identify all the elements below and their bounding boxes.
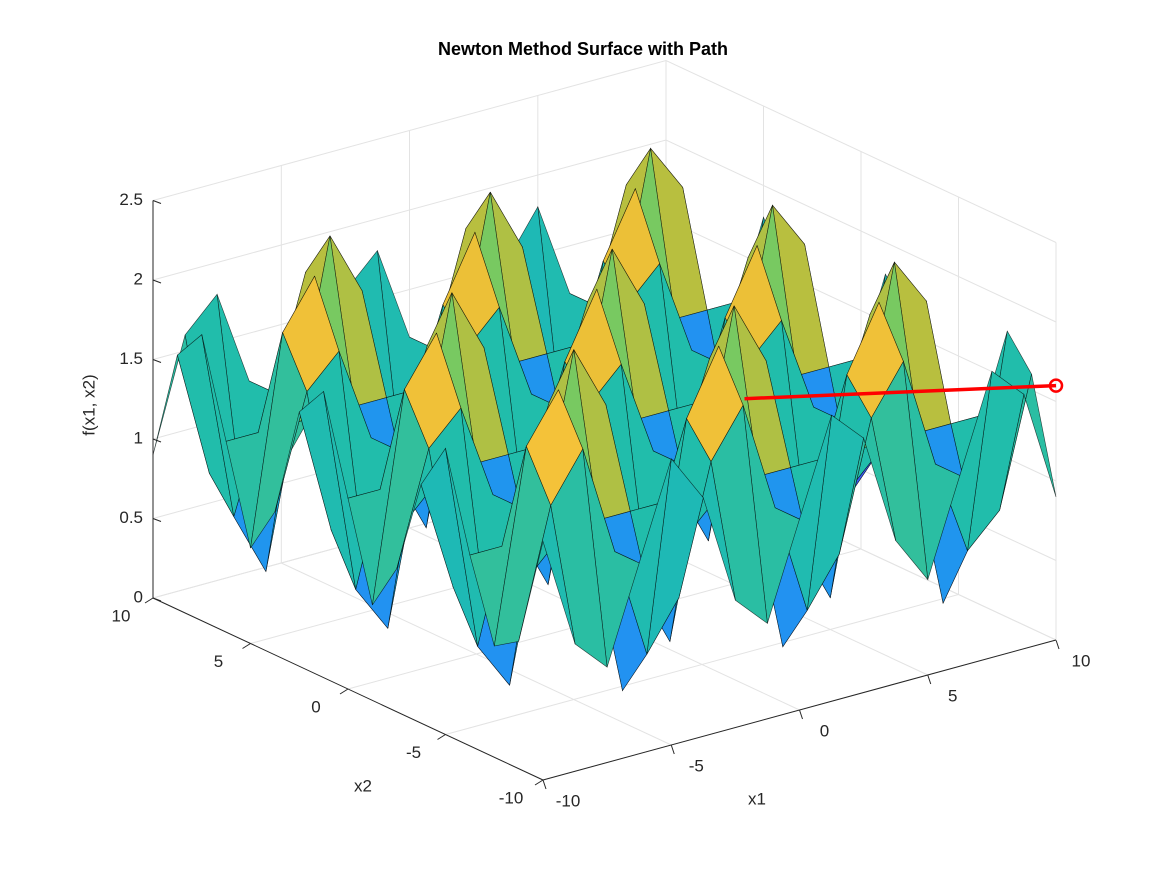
y-tick-mark <box>144 597 154 604</box>
y-tick-mark <box>242 643 251 649</box>
z-tick-label: 2.5 <box>119 190 143 209</box>
surface-patch <box>518 505 576 645</box>
y-tick-mark <box>534 779 544 786</box>
x-tick-mark <box>670 744 675 755</box>
axis-line <box>152 597 544 781</box>
z-tick-label: 2 <box>134 269 143 288</box>
chart-title: Newton Method Surface with Path <box>438 39 728 59</box>
surface <box>152 147 1057 692</box>
y-tick-label: 0 <box>311 697 320 716</box>
x-tick-mark <box>1055 639 1060 650</box>
x-tick-mark <box>542 779 547 790</box>
x-axis-label: x1 <box>748 789 766 808</box>
z-tick-label: 1 <box>134 428 143 447</box>
grid-line <box>152 59 1057 243</box>
newton-path <box>744 383 1057 401</box>
z-tick-mark <box>152 359 162 363</box>
x-tick-mark <box>927 674 932 685</box>
z-tick-mark <box>152 518 162 522</box>
x-tick-label: 10 <box>1072 651 1091 670</box>
path-start-marker <box>1048 378 1064 393</box>
x-tick-label: -10 <box>556 791 581 810</box>
axis-line <box>542 639 1057 781</box>
z-tick-mark <box>152 200 162 204</box>
y-tick-label: -5 <box>406 743 421 762</box>
x-tick-label: -5 <box>689 756 704 775</box>
grid-line <box>152 139 1057 323</box>
y-tick-label: 5 <box>214 652 223 671</box>
z-tick-label: 0 <box>134 587 143 606</box>
z-tick-label: 0.5 <box>119 508 143 527</box>
y-tick-mark <box>437 734 446 740</box>
x-tick-mark <box>799 709 803 720</box>
z-tick-label: 1.5 <box>119 349 143 368</box>
x-tick-label: 5 <box>948 686 957 705</box>
z-tick-mark <box>152 279 162 284</box>
y-tick-label: -10 <box>499 788 524 807</box>
y-tick-label: 10 <box>112 606 131 625</box>
y-tick-mark <box>339 688 349 695</box>
z-axis-label: f(x1, x2) <box>79 374 98 435</box>
x-tick-label: 0 <box>820 721 829 740</box>
y-axis-label: x2 <box>354 776 372 795</box>
